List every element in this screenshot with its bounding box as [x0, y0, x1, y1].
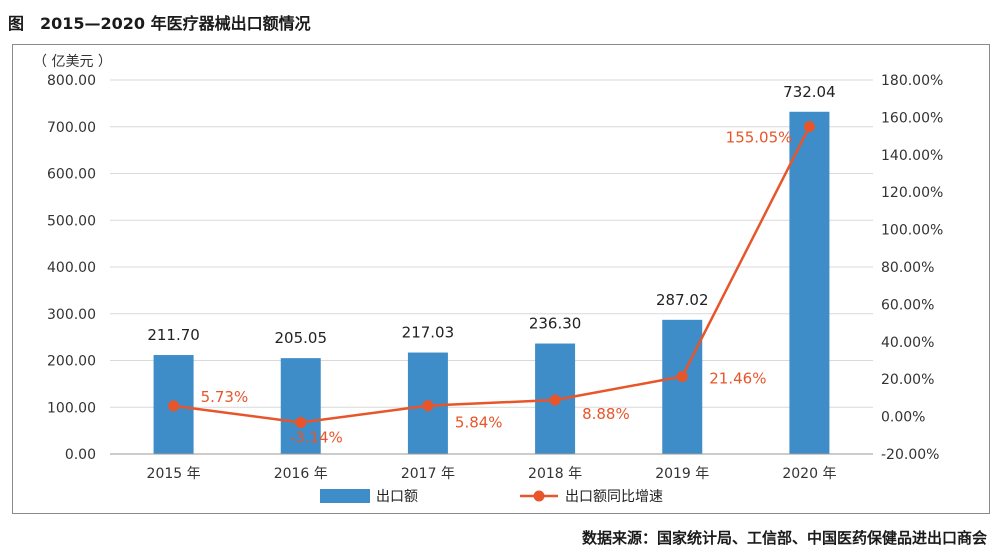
growth-value-label: 8.88%	[582, 405, 630, 423]
bar	[280, 358, 321, 454]
category-label: 2019 年	[655, 466, 709, 482]
data-labels: 211.70 205.05 217.03 236.30 287.02 732.04 5.73…	[147, 83, 835, 447]
legend: 出口额 出口额同比增速	[320, 489, 663, 505]
right-tick-label: 80.00%	[881, 260, 934, 276]
growth-point	[295, 416, 307, 428]
bar-value-label: 732.04	[783, 83, 836, 101]
left-tick-label: 0.00	[65, 447, 96, 463]
growth-value-label: 5.73%	[201, 388, 249, 406]
grid-lines	[110, 79, 873, 408]
right-tick-label: 140.00%	[881, 148, 943, 164]
figure-title: 图 2015—2020 年医疗器械出口额情况	[8, 14, 311, 33]
left-axis-unit: （ 亿美元 ）	[33, 54, 112, 70]
growth-point	[676, 370, 688, 382]
right-tick-label: 0.00%	[881, 410, 925, 426]
growth-line	[168, 121, 815, 428]
data-source: 数据来源：国家统计局、工信部、中国医药保健品进出口商会	[581, 529, 987, 547]
category-label: 2016 年	[274, 466, 328, 482]
category-label: 2020 年	[782, 466, 836, 482]
legend-line-marker	[533, 490, 545, 502]
chart-frame	[12, 44, 990, 514]
bar	[662, 319, 703, 454]
left-tick-label: 400.00	[47, 260, 96, 276]
growth-point	[422, 400, 434, 412]
bar-value-label: 236.30	[529, 315, 582, 333]
axes: 0.00 100.00 200.00 300.00 400.00 500.00 600.00…	[47, 73, 943, 482]
category-label: 2015 年	[147, 466, 201, 482]
left-tick-label: 800.00	[47, 73, 96, 89]
legend-line-label: 出口额同比增速	[565, 489, 663, 505]
right-tick-label: 180.00%	[881, 73, 943, 89]
growth-value-label: 5.84%	[455, 414, 503, 432]
growth-point	[168, 400, 180, 412]
right-tick-label: -20.00%	[881, 447, 939, 463]
growth-point	[803, 121, 815, 133]
right-tick-label: 20.00%	[881, 372, 934, 388]
right-tick-label: 160.00%	[881, 110, 943, 126]
bar-value-label: 205.05	[275, 329, 328, 347]
left-tick-label: 500.00	[47, 213, 96, 229]
left-tick-label: 200.00	[47, 354, 96, 370]
left-tick-label: 100.00	[47, 400, 96, 416]
bar-value-label: 217.03	[402, 324, 455, 342]
legend-bar-swatch	[320, 489, 370, 503]
growth-value-label: 21.46%	[709, 369, 766, 387]
growth-value-label: 155.05%	[726, 129, 793, 147]
right-tick-label: 100.00%	[881, 223, 943, 239]
left-tick-label: 700.00	[47, 120, 96, 136]
category-label: 2018 年	[528, 466, 582, 482]
right-tick-label: 120.00%	[881, 185, 943, 201]
bar	[789, 111, 830, 454]
right-tick-label: 40.00%	[881, 335, 934, 351]
bar-value-label: 211.70	[147, 326, 200, 344]
left-tick-label: 300.00	[47, 307, 96, 323]
bar-value-label: 287.02	[656, 291, 709, 309]
growth-point	[549, 394, 561, 406]
legend-bar-label: 出口额	[376, 489, 418, 505]
category-label: 2017 年	[401, 466, 455, 482]
left-tick-label: 600.00	[47, 167, 96, 183]
right-tick-label: 60.00%	[881, 297, 934, 313]
growth-value-label: -3.14%	[290, 428, 343, 446]
growth-line-path	[173, 126, 811, 424]
